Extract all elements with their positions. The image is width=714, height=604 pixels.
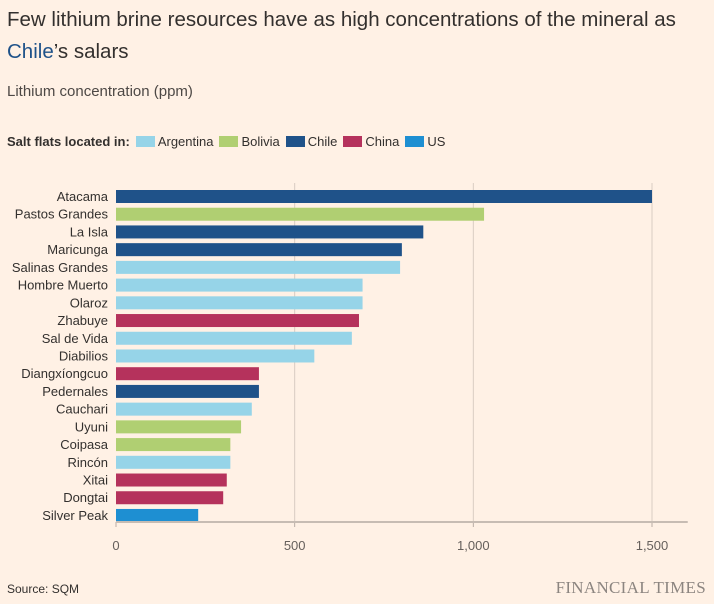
x-tick-label: 0	[112, 538, 119, 553]
legend-label: US	[427, 134, 446, 149]
category-label: Zhabuye	[57, 313, 108, 328]
bar-salinas-grandes	[116, 260, 401, 274]
legend-item-bolivia: Bolivia	[219, 134, 280, 149]
legend-label: Chile	[307, 134, 338, 149]
bar-xitai	[116, 473, 227, 487]
category-label: Maricunga	[47, 242, 108, 257]
category-label: Diangxíongcuo	[21, 366, 108, 381]
category-label: Hombre Muerto	[18, 278, 108, 293]
legend-label: China	[365, 134, 400, 149]
category-label: Cauchari	[56, 402, 108, 417]
category-label: Dongtai	[63, 490, 108, 505]
legend-swatch	[405, 136, 425, 147]
category-label: Xitai	[83, 473, 108, 488]
bar-atacama	[116, 190, 652, 203]
category-label: Rincón	[68, 455, 108, 470]
category-label: Coipasa	[60, 437, 108, 452]
legend-swatch	[285, 136, 305, 147]
bar-zhabuye	[116, 314, 359, 328]
legend-swatch	[135, 136, 155, 147]
legend-swatch	[219, 136, 239, 147]
legend-title: Salt flats located in:	[7, 134, 130, 149]
category-label: Diabilios	[59, 348, 109, 363]
bar-cauchari	[116, 402, 252, 416]
category-label: Pastos Grandes	[15, 207, 109, 222]
bar-la-isla	[116, 225, 424, 239]
category-label: Salinas Grandes	[12, 260, 109, 275]
legend-label: Argentina	[157, 134, 214, 149]
bar-hombre-muerto	[116, 278, 363, 292]
x-tick-label: 1,000	[457, 538, 490, 553]
brand-logo: FINANCIAL TIMES	[555, 578, 706, 597]
category-label: La Isla	[70, 224, 109, 239]
bar-maricunga	[116, 243, 402, 257]
category-label: Olaroz	[70, 295, 108, 310]
category-label: Silver Peak	[42, 508, 108, 523]
chart-subtitle: Lithium concentration (ppm)	[7, 83, 193, 100]
bar-rincón	[116, 455, 231, 469]
chart-title: Few lithium brine resources have as high…	[7, 4, 707, 68]
legend: Salt flats located in: Argentina Bolivia C…	[7, 134, 451, 149]
bar-diangxíongcuo	[116, 367, 259, 381]
category-label: Pedernales	[42, 384, 108, 399]
title-highlight: Chile	[7, 40, 54, 63]
source-note: Source: SQM	[7, 582, 80, 596]
bar-olaroz	[116, 296, 363, 310]
bar-pastos-grandes	[116, 207, 485, 221]
category-label: Atacama	[57, 189, 109, 204]
category-label: Uyuni	[75, 419, 108, 434]
legend-item-us: US	[405, 134, 445, 149]
legend-item-argentina: Argentina	[135, 134, 214, 149]
x-tick-label: 500	[284, 538, 306, 553]
bar-pedernales	[116, 384, 259, 398]
bar-silver-peak	[116, 508, 199, 522]
legend-label: Bolivia	[241, 134, 280, 149]
bar-coipasa	[116, 438, 231, 452]
bar-diabilios	[116, 349, 315, 363]
bar-uyuni	[116, 420, 242, 434]
title-line-2: ’s salars	[53, 40, 129, 63]
legend-item-chile: Chile	[285, 134, 338, 149]
title-line-1: Few lithium brine resources have as high…	[7, 8, 676, 31]
bar-sal-de-vida	[116, 331, 352, 345]
bar-dongtai	[116, 491, 224, 505]
legend-items: Argentina Bolivia Chile China US	[135, 134, 452, 149]
x-tick-label: 1,500	[636, 538, 669, 553]
category-label: Sal de Vida	[42, 331, 109, 346]
legend-swatch	[343, 136, 363, 147]
legend-item-china: China	[343, 134, 399, 149]
